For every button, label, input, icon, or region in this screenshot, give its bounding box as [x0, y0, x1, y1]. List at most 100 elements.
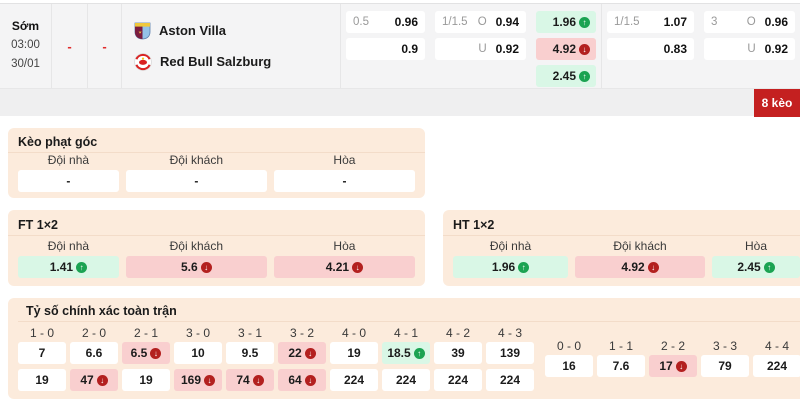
corner-away-odds[interactable]: - ↑↓ [125, 170, 267, 192]
score-odds-cell[interactable]: 39↑↓ [434, 342, 482, 364]
trend-down-icon: ↓ [150, 347, 162, 359]
score-header: 2 - 1 [133, 326, 158, 340]
trend-up-icon: ↑ [76, 261, 88, 273]
corner-home-odds[interactable]: - ↑↓ [18, 170, 119, 192]
score-header: 4 - 1 [393, 326, 418, 340]
odds-value: 4.21 [325, 260, 350, 274]
score-header: 4 - 2 [445, 326, 470, 340]
score-odds-cell[interactable]: 224↑↓ [382, 369, 430, 391]
odds-value: 7 [38, 346, 46, 360]
ft-handicap-column: 0.5 0.96 0.9 [341, 4, 430, 88]
ft-home-odds[interactable]: 1.41 ↑↓ [18, 256, 119, 278]
trend-down-icon: ↓ [252, 374, 264, 386]
trend-down-icon: ↓ [304, 347, 316, 359]
score-odds-cell[interactable]: 224↑↓ [434, 369, 482, 391]
score-header: 4 - 4 [764, 339, 789, 353]
ht-draw-odds[interactable]: 2.45 ↑↓ [712, 256, 800, 278]
odds-value: 224 [343, 373, 365, 387]
odds-value: 1.96 [552, 15, 576, 29]
score-odds-cell[interactable]: 9.5↑↓ [226, 342, 274, 364]
score-odds-cell[interactable]: 64↑↓ [278, 369, 326, 391]
match-time: 03:00 [11, 39, 40, 51]
score-odds-cell[interactable]: 6.6↑↓ [70, 342, 118, 364]
score-odds-cell[interactable]: 79↑↓ [701, 355, 749, 377]
away-header: Đội khách [169, 239, 224, 253]
odds-value: 18.5 [387, 346, 411, 360]
odds-value: 9.5 [241, 346, 259, 360]
away-team-row[interactable]: Red Bull Salzburg [134, 46, 340, 77]
score-column: 0 - 0 16↑↓ [545, 339, 593, 391]
trend-down-icon: ↓ [304, 374, 316, 386]
draw-header: Hòa [744, 239, 767, 253]
score-odds-cell[interactable]: 22↑↓ [278, 342, 326, 364]
score-header: 1 - 0 [29, 326, 54, 340]
ft-handicap-home-odds[interactable]: 0.5 0.96 [346, 11, 425, 33]
score-odds-cell[interactable]: 19↑↓ [330, 342, 378, 364]
trend-down-icon: ↓ [96, 374, 108, 386]
score-odds-cell[interactable]: 17↑↓ [649, 355, 697, 377]
home-team-row[interactable]: Aston Villa [134, 15, 340, 46]
ft-1x2-away-odds[interactable]: 4.92 ↑ ↓ [536, 38, 596, 60]
more-bets-button[interactable]: 8 kèo [754, 89, 800, 117]
ht-handicap-away-odds[interactable]: 0.83 [607, 38, 694, 60]
odds-value: 0.96 [394, 15, 418, 29]
ft-under-odds[interactable]: U 0.92 [435, 38, 526, 60]
ht-home-odds[interactable]: 1.96 ↑↓ [453, 256, 568, 278]
score-odds-cell[interactable]: 6.5↑↓ [122, 342, 170, 364]
score-odds-cell[interactable]: 19↑↓ [18, 369, 66, 391]
score-odds-cell[interactable]: 7.6↑↓ [597, 355, 645, 377]
score-odds-cell[interactable]: 47↑↓ [70, 369, 118, 391]
ft-away-odds[interactable]: 5.6 ↑↓ [125, 256, 267, 278]
trend-up-icon: ↑ [763, 261, 775, 273]
fulltime-halftime-row: FT 1×2 Đội nhà Đội khách Hòa 1.41 ↑↓ 5.6… [0, 210, 800, 286]
odds-value: 64 [288, 373, 302, 387]
ft-over-odds[interactable]: 1/1.5 O 0.94 [435, 11, 526, 33]
ht-over-odds[interactable]: 3 O 0.96 [704, 11, 795, 33]
ft-1x2-home-odds[interactable]: 1.96 ↑ ↓ [536, 11, 596, 33]
score-column: 1 - 1 7.6↑↓ [597, 339, 645, 391]
score-odds-cell[interactable]: 224↑↓ [753, 355, 800, 377]
score-header: 4 - 3 [497, 326, 522, 340]
draw-header: Hòa [333, 239, 356, 253]
ht-odds-row: 1.96 ↑↓ 4.92 ↑↓ 2.45 ↑↓ [443, 256, 800, 278]
score-odds-cell[interactable]: 7↑↓ [18, 342, 66, 364]
ht-under-odds[interactable]: U 0.92 [704, 38, 795, 60]
score-odds-cell[interactable]: 19↑↓ [122, 369, 170, 391]
odds-value: 0.92 [764, 42, 788, 56]
score-odds-cell[interactable]: 224↑↓ [486, 369, 534, 391]
home-header: Đội nhà [47, 239, 90, 253]
correct-score-title: Tỷ số chính xác toàn trận [18, 304, 800, 322]
odds-value: 19 [347, 346, 361, 360]
ht-handicap-home-odds[interactable]: 1/1.5 1.07 [607, 11, 694, 33]
over-label: O [746, 16, 756, 28]
ft-draw-odds[interactable]: 4.21 ↑↓ [273, 256, 415, 278]
score-column: 4 - 2 39↑↓ 224↑↓ [434, 326, 482, 391]
score-odds-cell[interactable]: 74↑↓ [226, 369, 274, 391]
corner-panel-title: Kèo phạt góc [8, 135, 425, 153]
score-dash-cell-1: - [52, 4, 88, 88]
score-odds-cell[interactable]: 139↑↓ [486, 342, 534, 364]
corner-draw-odds[interactable]: - ↑↓ [273, 170, 415, 192]
score-odds-cell[interactable]: 169↑↓ [174, 369, 222, 391]
ft-1x2-draw-odds[interactable]: 2.45 ↑ ↓ [536, 65, 596, 87]
score-odds-cell[interactable]: 16↑↓ [545, 355, 593, 377]
trend-up-icon: ↑ [518, 261, 530, 273]
ht-away-odds[interactable]: 4.92 ↑↓ [575, 256, 705, 278]
odds-value: 4.92 [621, 260, 645, 274]
score-draw-group: 0 - 0 16↑↓ 1 - 1 7.6↑↓ 2 - 2 17↑↓ 3 - 3 … [545, 326, 800, 391]
score-column: 2 - 0 6.6↑↓ 47↑↓ [70, 326, 118, 391]
ft-handicap-away-odds[interactable]: 0.9 [346, 38, 425, 60]
match-time-cell: Sớm 03:00 30/01 [0, 4, 52, 88]
score-odds-cell[interactable]: 18.5↑↓ [382, 342, 430, 364]
score-header: 3 - 2 [289, 326, 314, 340]
score-header: 3 - 0 [185, 326, 210, 340]
score-odds-cell[interactable]: 224↑↓ [330, 369, 378, 391]
odds-value: 39 [451, 346, 465, 360]
odds-value: - [194, 174, 199, 188]
score-odds-cell[interactable]: 10↑↓ [174, 342, 222, 364]
score-dash-cell-2: - [88, 4, 122, 88]
score-header: 2 - 0 [81, 326, 106, 340]
odds-value: 1.41 [49, 260, 74, 274]
odds-value: 19 [35, 373, 49, 387]
